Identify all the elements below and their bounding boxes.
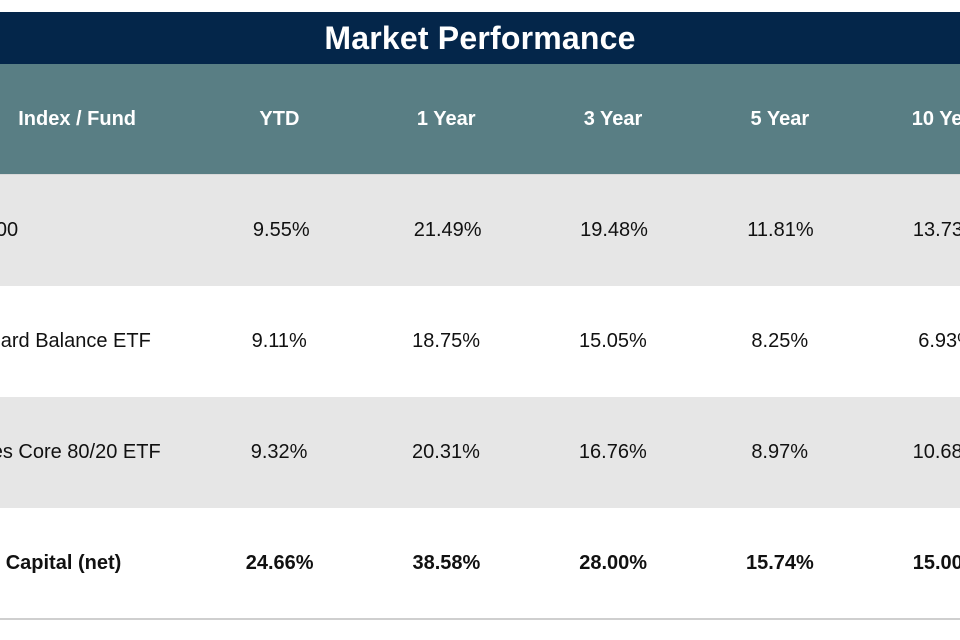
row-name: Vanguard Balance ETF — [0, 330, 151, 352]
header-index-fund: Index / Fund — [18, 107, 137, 130]
cell-5-year: 8.97% — [751, 441, 809, 463]
cell-1-year: 18.75% — [412, 330, 480, 352]
row-name: iShares Core 80/20 ETF — [0, 441, 161, 463]
cell-1-year: 20.31% — [412, 441, 480, 463]
cell-3-year: 19.48% — [580, 219, 648, 241]
cell-5-year: 11.81% — [747, 219, 814, 241]
table-header-row: Index / Fund YTD 1 Year 3 Year 5 Year 10… — [0, 64, 960, 175]
header-1-year: 1 Year — [416, 107, 476, 130]
cell-10-year: 15.00% — [912, 552, 960, 574]
cell-3-year: 15.05% — [579, 330, 647, 352]
row-name: S&P 500 — [0, 219, 19, 241]
bottom-divider — [0, 618, 960, 620]
cell-10-year: 13.73% — [912, 219, 960, 241]
cell-3-year: 28.00% — [579, 552, 648, 574]
header-5-year: 5 Year — [750, 107, 810, 130]
cell-3-year: 16.76% — [578, 441, 647, 463]
cell-1-year: 21.49% — [413, 219, 482, 241]
table-row: iShares Core 80/20 ETF 9.32% 20.31% 16.7… — [0, 397, 960, 508]
table-row: Vanguard Balance ETF 9.11% 18.75% 15.05%… — [0, 286, 960, 397]
header-3-year: 3 Year — [583, 107, 643, 130]
table-row: S&P 500 9.55% 21.49% 19.48% 11.81% 13.73… — [0, 175, 960, 286]
page-title: Market Performance — [0, 12, 960, 64]
cell-ytd: 9.55% — [252, 219, 310, 241]
cell-ytd: 9.11% — [251, 330, 307, 352]
cell-ytd: 24.66% — [245, 552, 314, 574]
cell-1-year: 38.58% — [412, 552, 481, 574]
cell-ytd: 9.32% — [250, 441, 308, 463]
row-name: Capital (net) — [5, 552, 122, 574]
header-10-year: 10 Year — [911, 107, 960, 130]
table-row: Capital (net) 24.66% 38.58% 28.00% 15.74… — [0, 508, 960, 619]
cell-5-year: 8.25% — [751, 330, 809, 352]
header-ytd: YTD — [259, 107, 300, 130]
cell-10-year: 6.93% — [918, 330, 960, 352]
cell-10-year: 10.68% — [912, 441, 960, 463]
performance-table: Index / Fund YTD 1 Year 3 Year 5 Year 10… — [0, 64, 960, 619]
cell-5-year: 15.74% — [745, 552, 814, 574]
